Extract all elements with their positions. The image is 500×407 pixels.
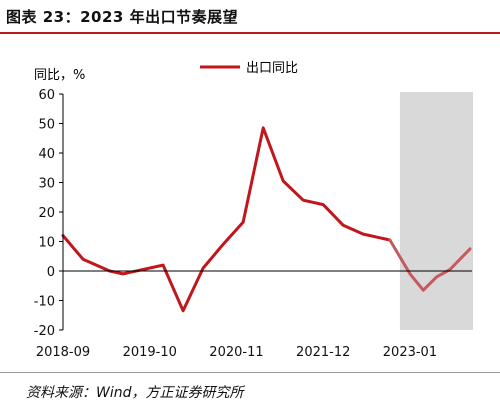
x-tick-label: 2021-12 <box>296 345 350 360</box>
y-tick-label: 60 <box>38 88 55 103</box>
y-tick-label: -20 <box>34 324 55 339</box>
source-divider <box>0 372 500 373</box>
figure-title: 图表 23：2023 年出口节奏展望 <box>6 8 239 26</box>
source-note: 资料来源：Wind，方正证券研究所 <box>26 385 244 401</box>
x-tick-label: 2018-09 <box>36 345 90 360</box>
y-tick-label: 20 <box>38 206 55 221</box>
y-tick-label: 10 <box>38 236 55 251</box>
legend: 出口同比 <box>200 61 298 76</box>
y-axis-label: 同比，% <box>34 68 85 83</box>
export-growth-series-line <box>61 126 392 313</box>
x-tick-label: 2019-10 <box>123 345 177 360</box>
y-tick-label: 30 <box>38 177 55 192</box>
y-tick-label: 0 <box>47 265 55 280</box>
y-tick-label: 50 <box>38 118 55 133</box>
y-tick-label: -10 <box>34 295 55 310</box>
forecast-shaded-region <box>399 92 473 330</box>
title-divider <box>0 32 500 34</box>
legend-label: 出口同比 <box>246 61 298 76</box>
export-growth-line-chart: -20 -10 0 10 20 30 40 50 60 2018-09 2019-10 2020-11… <box>34 61 473 360</box>
export-growth-projection-line <box>388 238 472 292</box>
x-tick-label: 2020-11 <box>209 345 263 360</box>
y-tick-label: 40 <box>38 147 55 162</box>
x-tick-label: 2023-01 <box>383 345 437 360</box>
